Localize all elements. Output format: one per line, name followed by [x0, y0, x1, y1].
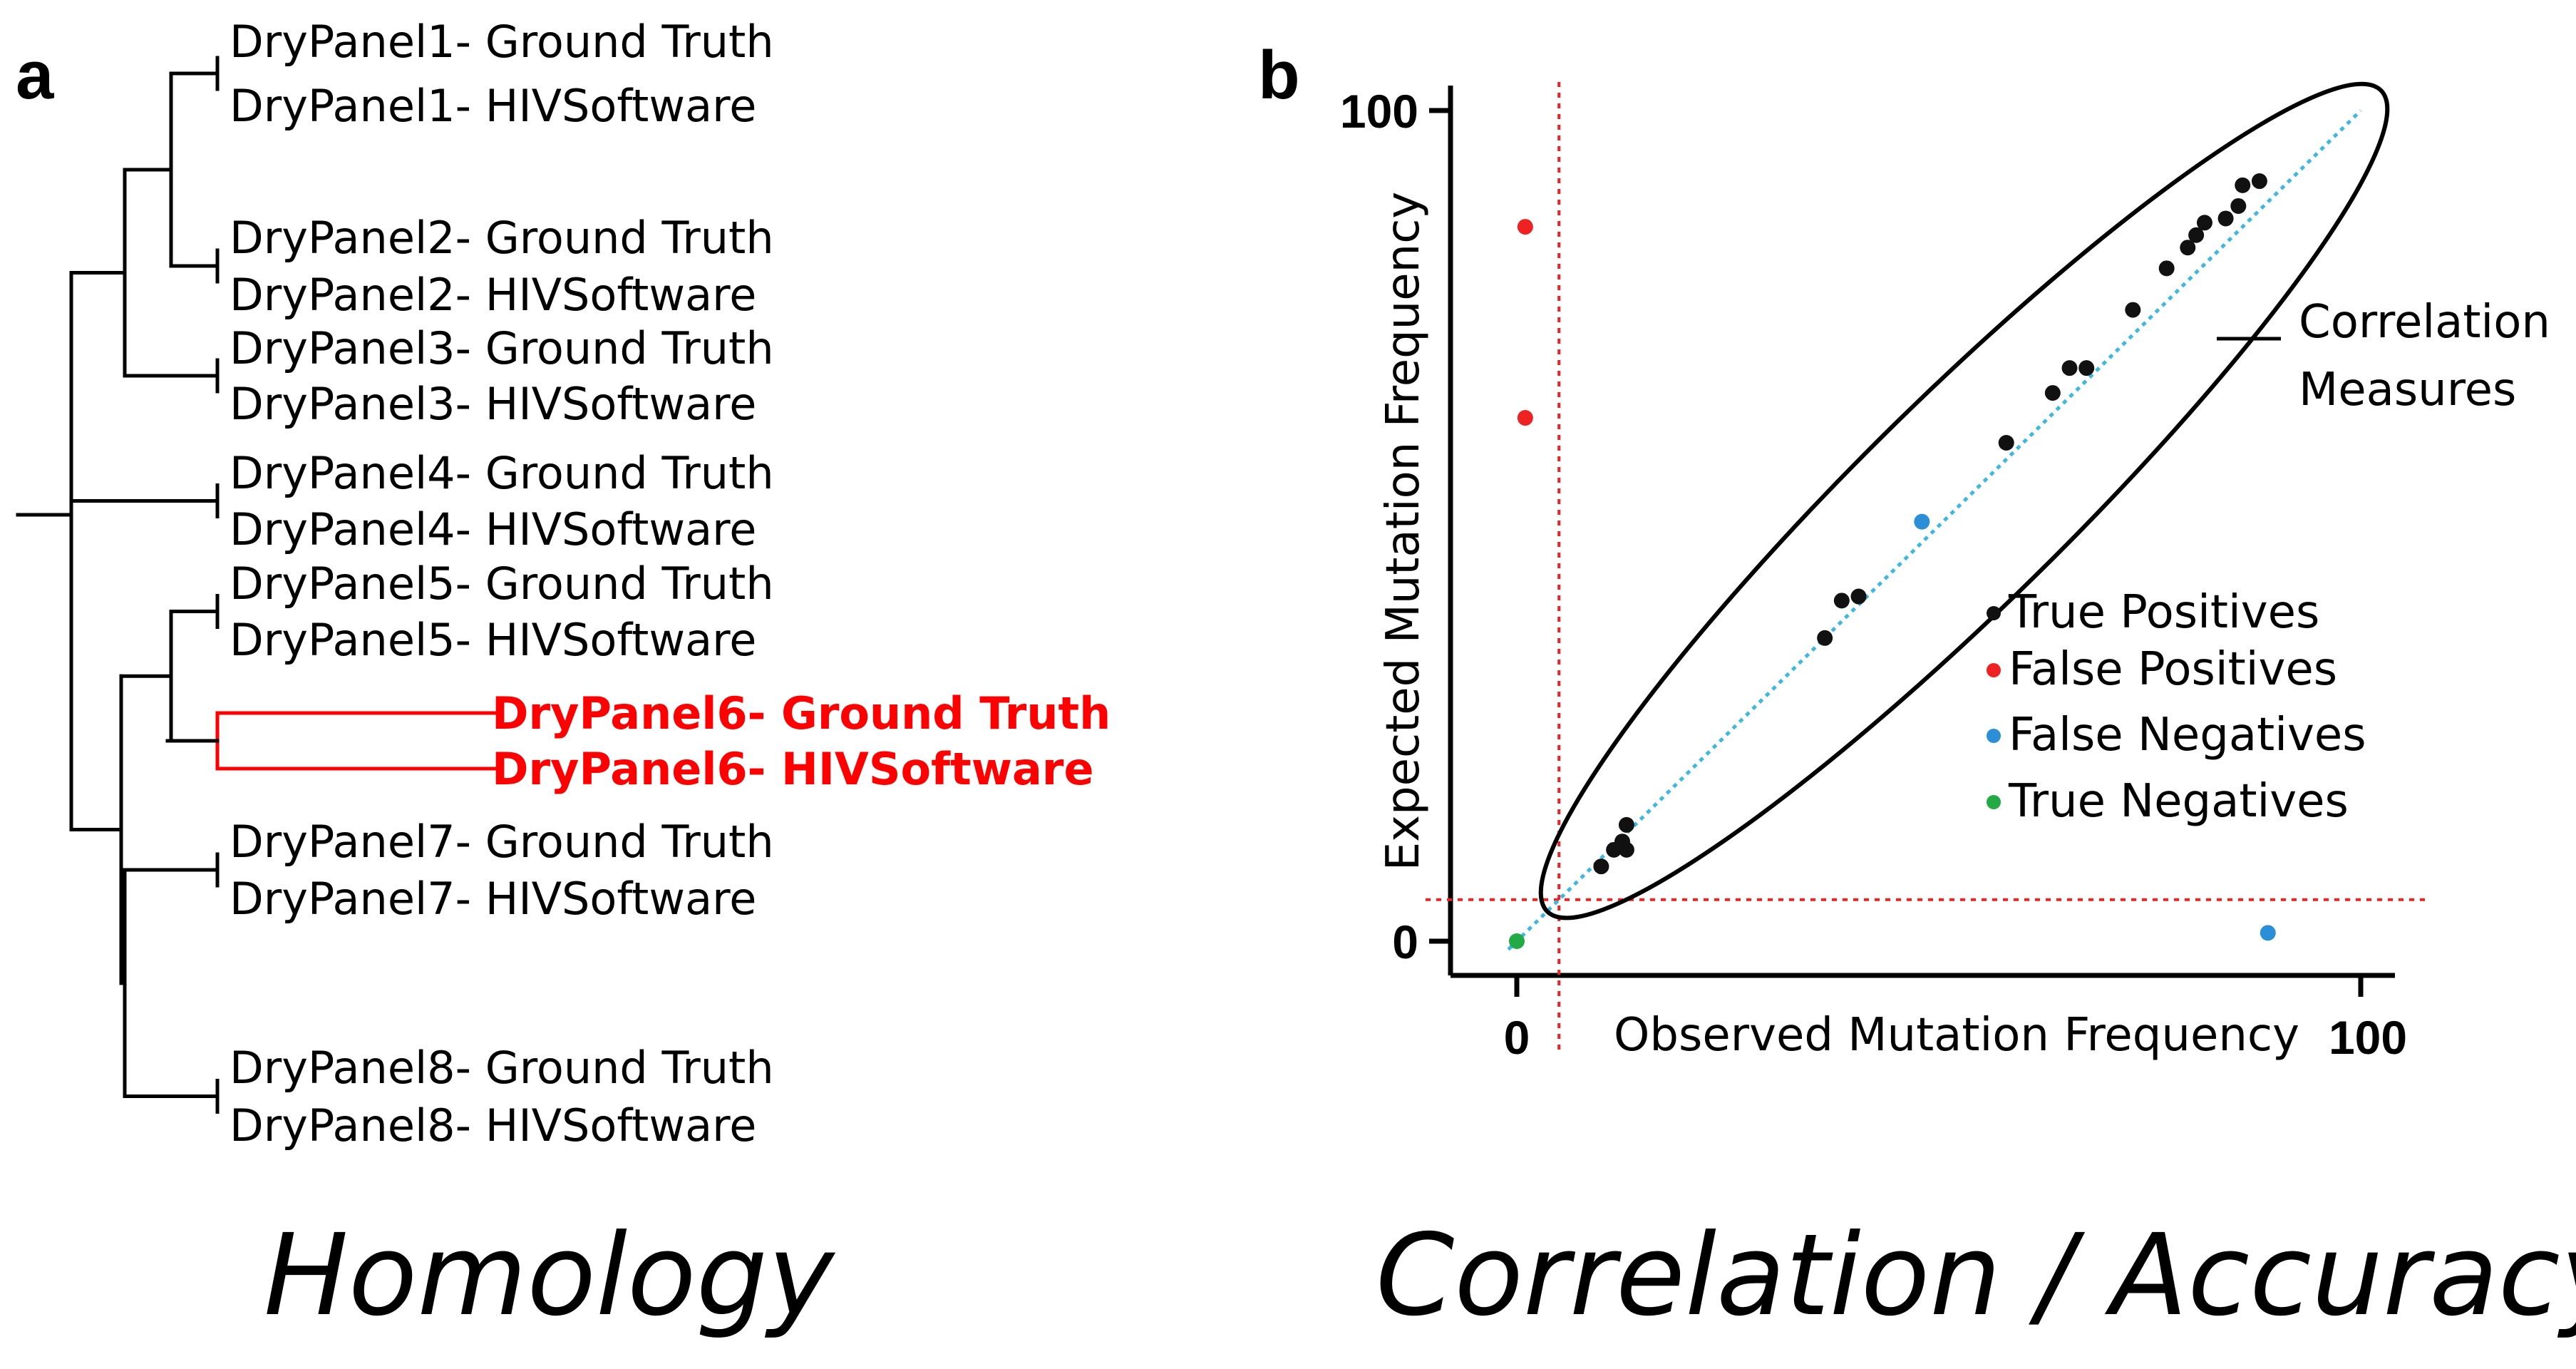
legend-marker-true-positive: [1987, 606, 2001, 620]
panel-b-letter: b: [1258, 37, 1300, 113]
false-positive-point-1: [1517, 219, 1533, 235]
leaf-label-software-3: DryPanel3- HIVSoftware: [230, 378, 756, 430]
legend-label-true-positive: True Positives: [2008, 586, 2319, 639]
legend-label-false-negative: False Negatives: [2009, 709, 2366, 762]
correlation-accuracy-caption: Correlation / Accuracy: [1376, 1210, 2576, 1341]
x-axis-label: Observed Mutation Frequency: [1614, 1009, 2299, 1062]
leaf-label-software-4: DryPanel4- HIVSoftware: [230, 503, 756, 555]
true-positive-point-17: [2196, 215, 2212, 231]
legend-label-false-positive: False Positives: [2009, 643, 2337, 696]
true-positive-point-11: [2061, 360, 2078, 376]
true-positive-point-15: [2180, 240, 2196, 256]
true-positive-point-21: [2251, 173, 2267, 190]
x-tick-label-0: 0: [1504, 1011, 1530, 1064]
false-negative-point-2: [2260, 925, 2276, 941]
false-positive-point-2: [1517, 410, 1533, 426]
leaf-label-ground-3: DryPanel3- Ground Truth: [230, 322, 774, 374]
true-positive-point-20: [2235, 177, 2251, 193]
leaf-label-ground-8: DryPanel8- Ground Truth: [230, 1042, 774, 1094]
true-positive-point-1: [1593, 858, 1609, 875]
homology-tree: DryPanel1- Ground Truth DryPanel1- HIVSof…: [16, 16, 1111, 1152]
true-positive-point-6: [1817, 630, 1833, 646]
correlation-label-line2: Measures: [2299, 364, 2516, 416]
x-tick-label-100: 100: [2329, 1011, 2407, 1064]
y-tick-label-100: 100: [1340, 85, 1418, 138]
leaf-label-ground-6: DryPanel6- Ground Truth: [492, 687, 1111, 739]
leaf-label-software-5: DryPanel5- HIVSoftware: [230, 614, 756, 666]
legend-marker-false-positive: [1987, 663, 2001, 677]
true-positive-point-13: [2125, 302, 2141, 318]
leaf-label-software-8: DryPanel8- HIVSoftware: [230, 1099, 756, 1152]
leaf-label-ground-2: DryPanel2- Ground Truth: [230, 212, 774, 264]
leaf-label-software-7: DryPanel7- HIVSoftware: [230, 873, 756, 925]
true-positive-point-18: [2217, 210, 2234, 227]
homology-caption: Homology: [264, 1210, 835, 1341]
true-positive-point-9: [1998, 435, 2014, 451]
true-positive-point-19: [2230, 198, 2247, 214]
y-axis-label: Expected Mutation Frequency: [1377, 192, 1430, 871]
leaf-label-ground-1: DryPanel1- Ground Truth: [230, 16, 774, 68]
true-positive-point-5: [1614, 834, 1630, 850]
true-positive-point-16: [2188, 227, 2205, 243]
y-tick-label-0: 0: [1392, 916, 1418, 968]
correlation-label-line1: Correlation: [2299, 296, 2550, 349]
true-positive-point-4: [1618, 816, 1634, 833]
legend-marker-false-negative: [1987, 729, 2001, 743]
leaf-label-software-1: DryPanel1- HIVSoftware: [230, 80, 756, 132]
correlation-ellipse: [1538, 81, 2390, 921]
leaf-label-ground-4: DryPanel4- Ground Truth: [230, 447, 774, 499]
panel-a-letter: a: [16, 37, 54, 113]
correlation-scatter-plot: 0 100 0 100 Observed Mutation Frequency Expec…: [1340, 81, 2550, 1064]
true-positive-point-7: [1833, 593, 1850, 609]
leaf-label-ground-7: DryPanel7- Ground Truth: [230, 816, 774, 868]
true-positive-point-8: [1850, 588, 1867, 605]
tree-branches: [16, 56, 501, 1114]
leaf-label-software-2: DryPanel2- HIVSoftware: [230, 269, 756, 321]
true-positive-point-10: [2044, 385, 2061, 401]
false-negative-point-1: [1914, 513, 1930, 530]
legend-label-true-negative: True Negatives: [2008, 775, 2349, 828]
true-positive-point-14: [2158, 260, 2175, 277]
leaf-label-software-6: DryPanel6- HIVSoftware: [492, 743, 1094, 795]
true-negative-point-1: [1509, 933, 1525, 949]
leaf-label-ground-5: DryPanel5- Ground Truth: [230, 558, 774, 610]
true-positive-point-12: [2078, 360, 2095, 376]
legend-marker-true-negative: [1987, 795, 2001, 809]
